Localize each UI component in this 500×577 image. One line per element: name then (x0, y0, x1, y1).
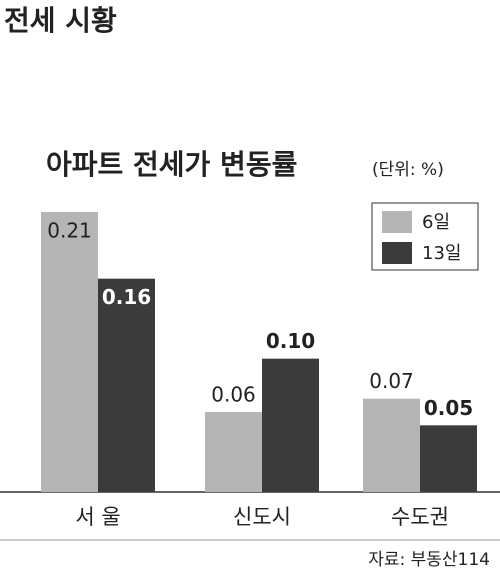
value-label: 0.10 (266, 329, 315, 353)
bar (363, 398, 420, 492)
x-tick-label: 수도권 (391, 505, 449, 529)
value-label: 0.21 (47, 219, 92, 243)
bar (262, 358, 319, 492)
unit-label: (단위: %) (372, 160, 444, 180)
bar (98, 278, 155, 492)
legend-label: 13일 (422, 243, 461, 264)
value-label: 0.07 (369, 369, 414, 393)
source: 자료: 부동산114 (368, 550, 490, 570)
value-label: 0.05 (424, 396, 473, 420)
value-label: 0.06 (211, 383, 256, 407)
chart-title: 아파트 전세가 변동률 (46, 148, 297, 181)
x-tick-label: 서 울 (75, 505, 120, 529)
bar (41, 212, 98, 492)
page-header: 전세 시황 (4, 4, 117, 37)
legend-swatch (382, 242, 412, 264)
value-label: 0.16 (102, 285, 151, 309)
legend-swatch (382, 211, 412, 233)
bar (420, 425, 477, 492)
legend-label: 6일 (422, 212, 450, 233)
x-tick-label: 신도시 (233, 505, 291, 529)
bar (205, 412, 262, 492)
